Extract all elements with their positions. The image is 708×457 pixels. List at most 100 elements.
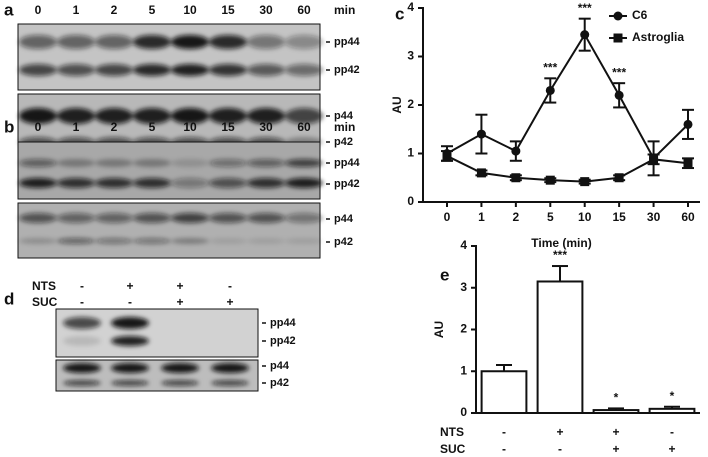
band bbox=[95, 35, 133, 49]
band bbox=[95, 64, 133, 76]
point bbox=[442, 151, 452, 161]
band bbox=[57, 213, 95, 223]
band bbox=[57, 64, 95, 76]
band bbox=[209, 238, 247, 244]
lane-label: 5 bbox=[149, 3, 156, 17]
point bbox=[580, 30, 590, 40]
band bbox=[211, 380, 249, 386]
blot bbox=[17, 23, 321, 91]
band bbox=[133, 108, 171, 124]
band bbox=[209, 35, 247, 49]
band bbox=[247, 159, 285, 167]
x-tick-label: 15 bbox=[612, 210, 626, 224]
band bbox=[285, 64, 323, 76]
legend-marker bbox=[613, 33, 623, 43]
x-tick-label: 1 bbox=[478, 210, 485, 224]
lane-label: 15 bbox=[221, 3, 235, 17]
band bbox=[209, 64, 247, 76]
x-axis-label: Time (min) bbox=[531, 236, 591, 250]
bar bbox=[592, 409, 640, 415]
lane-label: 60 bbox=[297, 3, 311, 17]
x-tick-label: 2 bbox=[513, 210, 520, 224]
band bbox=[285, 35, 323, 49]
row-mark: - bbox=[80, 279, 84, 293]
point bbox=[476, 168, 486, 178]
bar bbox=[536, 280, 584, 414]
band bbox=[209, 159, 247, 167]
y-tick-label: 3 bbox=[407, 49, 414, 63]
band bbox=[133, 238, 171, 244]
band bbox=[63, 317, 101, 329]
blot bbox=[17, 141, 321, 200]
band-label: pp44 bbox=[270, 317, 297, 329]
y-tick-label: 1 bbox=[460, 363, 467, 377]
band bbox=[209, 213, 247, 223]
band bbox=[211, 363, 249, 373]
band bbox=[95, 108, 133, 124]
x-tick-label: 0 bbox=[444, 210, 451, 224]
lane-label: 1 bbox=[73, 3, 80, 17]
y-axis-label: AU bbox=[432, 321, 446, 338]
bands bbox=[63, 363, 249, 386]
band bbox=[247, 213, 285, 223]
annotation: *** bbox=[553, 248, 567, 262]
band bbox=[57, 159, 95, 167]
row-label: SUC bbox=[440, 442, 466, 456]
point bbox=[580, 177, 590, 187]
annotation: * bbox=[670, 389, 675, 403]
annotation: *** bbox=[543, 60, 557, 74]
x-tick-label: 5 bbox=[547, 210, 554, 224]
band bbox=[247, 178, 285, 188]
band bbox=[209, 178, 247, 188]
lane-label: 0 bbox=[35, 3, 42, 17]
row-label: NTS bbox=[32, 279, 56, 293]
y-tick-label: 4 bbox=[460, 238, 467, 252]
row-label: SUC bbox=[32, 295, 58, 309]
lane-label: 2 bbox=[111, 120, 118, 134]
band bbox=[171, 35, 209, 49]
band-label: pp42 bbox=[334, 178, 360, 190]
panel-label: c bbox=[395, 4, 404, 23]
row-mark: - bbox=[502, 425, 506, 439]
row-mark: - bbox=[558, 442, 562, 456]
row-mark: + bbox=[176, 295, 183, 309]
lane-label: 30 bbox=[259, 3, 273, 17]
band-label: pp44 bbox=[334, 36, 361, 48]
band bbox=[247, 35, 285, 49]
panel-label: b bbox=[4, 117, 14, 136]
band bbox=[57, 238, 95, 244]
blot bbox=[17, 202, 321, 259]
series-line bbox=[446, 32, 689, 160]
bar bbox=[648, 407, 696, 415]
band bbox=[171, 238, 209, 244]
band-label: p42 bbox=[334, 236, 353, 248]
annotation: *** bbox=[578, 1, 592, 15]
row-mark: - bbox=[670, 425, 674, 439]
annotation: * bbox=[614, 391, 619, 405]
band bbox=[247, 238, 285, 244]
band bbox=[111, 363, 149, 373]
band-label: p44 bbox=[270, 360, 290, 372]
band bbox=[171, 108, 209, 124]
point bbox=[476, 129, 486, 139]
bands bbox=[63, 317, 149, 346]
band bbox=[57, 108, 95, 124]
band bbox=[133, 178, 171, 188]
y-tick-label: 3 bbox=[460, 280, 467, 294]
row-mark: + bbox=[226, 295, 233, 309]
legend-label: Astroglia bbox=[632, 30, 684, 44]
band bbox=[285, 178, 323, 188]
point bbox=[511, 146, 521, 156]
y-tick-label: 2 bbox=[460, 322, 467, 336]
band-label: p42 bbox=[334, 136, 353, 148]
y-tick-label: 1 bbox=[407, 146, 414, 160]
legend-label: C6 bbox=[632, 8, 648, 22]
lane-label: 10 bbox=[183, 120, 197, 134]
band bbox=[285, 159, 323, 167]
band bbox=[19, 35, 57, 49]
band bbox=[133, 35, 171, 49]
panel-label: a bbox=[4, 0, 14, 19]
series-line bbox=[446, 155, 689, 183]
band bbox=[247, 64, 285, 76]
band bbox=[95, 238, 133, 244]
